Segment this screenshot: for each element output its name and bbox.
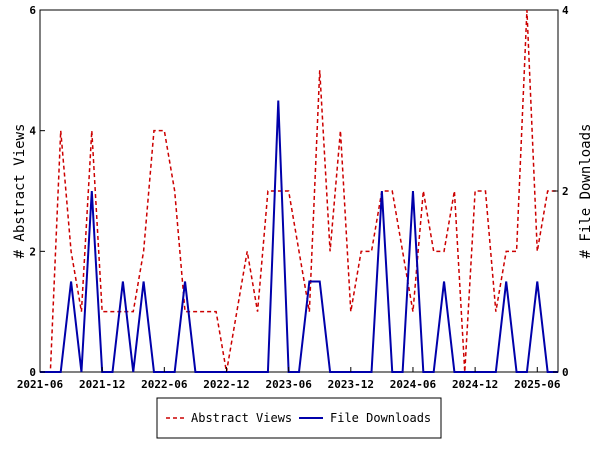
legend-label-file-downloads: File Downloads [330,411,431,425]
x-tick-label: 2021-12 [79,378,125,391]
x-tick-label: 2021-06 [17,378,64,391]
legend-label-abstract-views: Abstract Views [191,411,292,425]
y-right-tick-label: 4 [562,4,569,17]
y-right-tick-label: 2 [562,185,569,198]
axis-layer: 2021-06 2021-12 2022-06 2022-12 2023-06 2023-… [17,4,569,391]
x-tick-label: 2024-06 [390,378,437,391]
series-line-file-downloads [40,100,558,373]
x-tick-label: 2025-06 [514,378,561,391]
y-left-tick-label: 2 [29,245,36,258]
x-tick-label: 2024-12 [452,378,498,391]
y-left-tick-label: 0 [29,366,36,379]
series-layer [40,9,558,373]
y-left-tick-label: 4 [29,125,36,138]
legend: Abstract Views File Downloads [156,397,442,439]
y-right-tick-label: 0 [562,366,569,379]
y-axis-left-title: # Abstract Views [12,124,28,259]
x-tick-label: 2022-06 [141,378,188,391]
x-tick-label: 2023-06 [265,378,312,391]
y-axis-right-title: # File Downloads [578,124,594,259]
x-tick-label: 2022-12 [203,378,249,391]
series-line-abstract-views [40,9,558,373]
y-left-tick-label: 6 [29,4,36,17]
x-tick-label: 2023-12 [328,378,374,391]
